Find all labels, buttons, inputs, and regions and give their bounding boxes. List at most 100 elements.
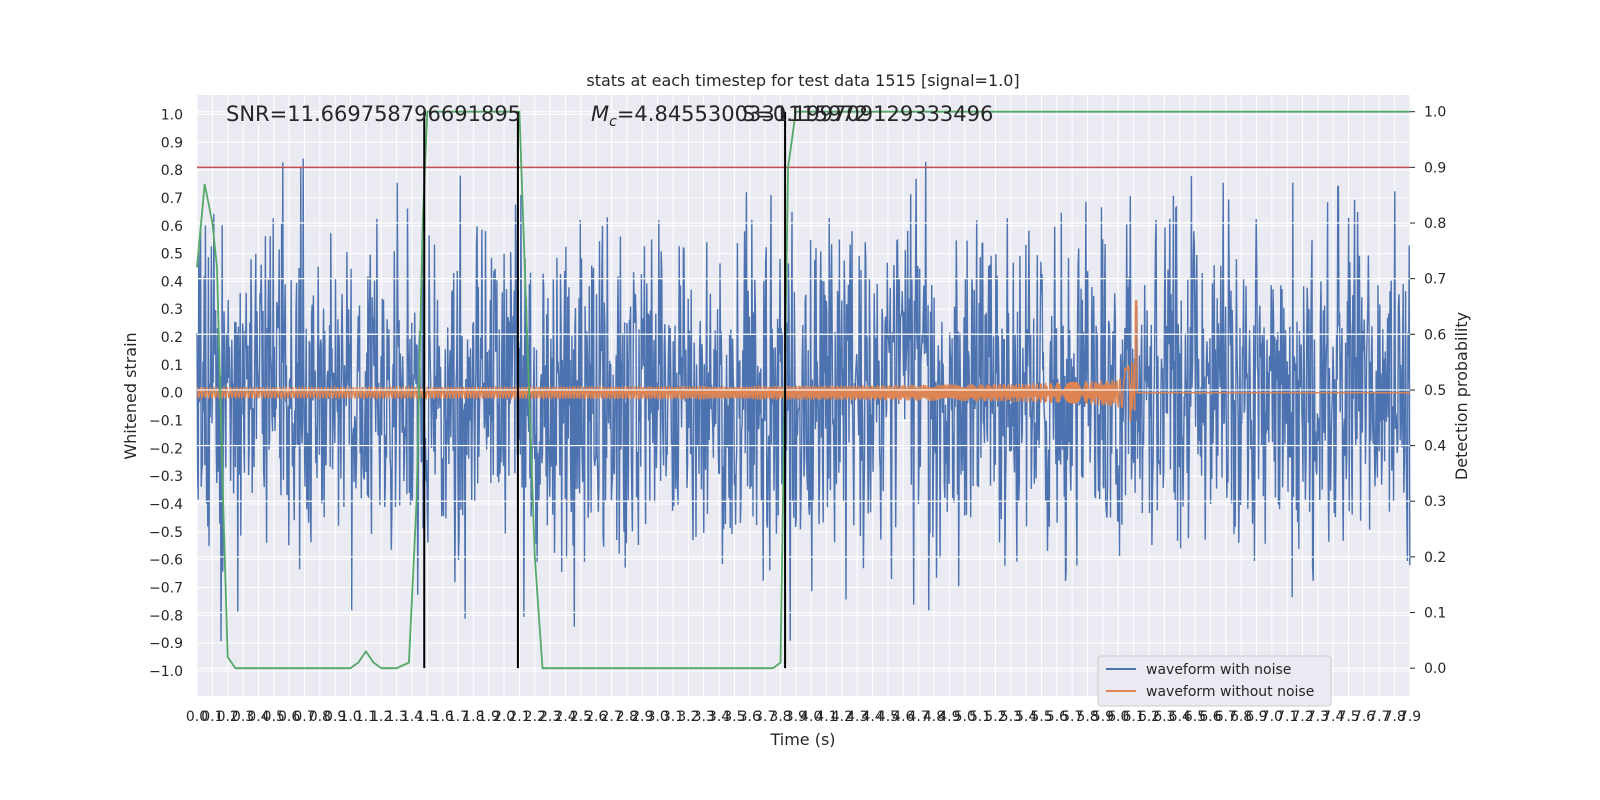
x-tick-label: 1.1 (355, 709, 377, 725)
x-tick-label: 7.7 (1368, 709, 1390, 725)
x-tick-label: 1.3 (385, 709, 407, 725)
x-tick-label: 6.8 (1230, 709, 1252, 725)
y-tick-label: −0.1 (149, 414, 183, 430)
x-tick-label: 5.3 (1000, 709, 1022, 725)
x-tick-label: 3.3 (693, 709, 715, 725)
x-tick-label: 5.2 (984, 709, 1006, 725)
x-tick-label: 4.8 (923, 709, 945, 725)
y-tick-label: 0.3 (161, 302, 183, 318)
x-tick-label: 4.5 (877, 709, 899, 725)
x-tick-label: 0.0 (186, 709, 208, 725)
y2-tick-label: 0.8 (1424, 216, 1446, 232)
x-tick-labels: 0.00.10.20.30.40.50.60.70.80.91.01.11.21… (186, 709, 1421, 725)
x-tick-label: 7.0 (1261, 709, 1283, 725)
x-tick-label: 4.1 (815, 709, 837, 725)
x-tick-label: 4.0 (800, 709, 822, 725)
y-tick-label: −0.8 (149, 608, 183, 624)
x-tick-label: 0.9 (324, 709, 346, 725)
x-tick-label: 2.2 (524, 709, 546, 725)
x-tick-label: 6.7 (1215, 709, 1237, 725)
x-tick-label: 6.9 (1245, 709, 1267, 725)
legend: waveform with noise waveform without noi… (1097, 655, 1332, 707)
x-tick-label: 0.4 (247, 709, 269, 725)
x-tick-label: 2.3 (539, 709, 561, 725)
x-tick-label: 6.2 (1138, 709, 1160, 725)
y-tick-label: −0.3 (149, 469, 183, 485)
x-tick-label: 0.1 (201, 709, 223, 725)
x-tick-label: 4.4 (861, 709, 883, 725)
x-tick-label: 5.1 (969, 709, 991, 725)
y-tick-label: 0.5 (161, 247, 183, 263)
y-tick-label: 0.8 (161, 163, 183, 179)
x-tick-label: 2.4 (554, 709, 576, 725)
x-tick-label: 4.9 (938, 709, 960, 725)
y2-tick-label: 0.7 (1424, 272, 1446, 288)
x-tick-label: 2.5 (570, 709, 592, 725)
x-tick-label: 4.6 (892, 709, 914, 725)
x-tick-label: 6.0 (1107, 709, 1129, 725)
y-tick-label: 0.6 (161, 219, 183, 235)
y2-tick-label: 0.2 (1424, 550, 1446, 566)
s-annotation: S=0.199709129333496 (742, 102, 993, 126)
x-tick-label: 3.8 (769, 709, 791, 725)
x-tick-label: 5.6 (1046, 709, 1068, 725)
x-tick-label: 2.0 (493, 709, 515, 725)
y2-tick-label: 0.0 (1424, 661, 1446, 677)
y-tick-label: 1.0 (161, 107, 183, 123)
x-tick-label: 3.7 (754, 709, 776, 725)
legend-box (1097, 655, 1332, 707)
x-tick-label: 5.5 (1030, 709, 1052, 725)
y2-tick-label: 0.5 (1424, 383, 1446, 399)
y-tick-label: −0.6 (149, 553, 183, 569)
x-tick-label: 0.8 (309, 709, 331, 725)
x-tick-label: 0.7 (293, 709, 315, 725)
x-tick-label: 6.4 (1169, 709, 1191, 725)
x-tick-label: 3.0 (647, 709, 669, 725)
clean-waveform-series (196, 300, 1410, 423)
x-tick-label: 6.6 (1199, 709, 1221, 725)
y-tick-label: 0.9 (161, 135, 183, 151)
x-tick-label: 3.9 (785, 709, 807, 725)
x-tick-label: 5.0 (954, 709, 976, 725)
y2-tick-label: 1.0 (1424, 105, 1446, 121)
x-tick-label: 3.5 (723, 709, 745, 725)
y-tick-label: −1.0 (149, 664, 183, 680)
x-tick-label: 7.8 (1384, 709, 1406, 725)
x-tick-label: 1.2 (370, 709, 392, 725)
event-markers (423, 111, 787, 669)
x-tick-label: 0.3 (232, 709, 254, 725)
y-tick-label: −0.9 (149, 636, 183, 652)
y2-tick-label: 0.9 (1424, 160, 1446, 176)
x-tick-label: 7.6 (1353, 709, 1375, 725)
y-tick-labels: −1.0 −0.9 −0.8 −0.7 −0.6 −0.5 −0.4 −0.3 −0.2 −0.1… (149, 107, 183, 679)
x-tick-label: 7.4 (1322, 709, 1344, 725)
x-tick-label: 5.8 (1076, 709, 1098, 725)
x-tick-label: 3.4 (708, 709, 730, 725)
y-tick-label: 0.4 (161, 274, 183, 290)
x-tick-label: 2.6 (585, 709, 607, 725)
x-tick-label: 7.3 (1307, 709, 1329, 725)
x-tick-label: 7.9 (1399, 709, 1421, 725)
y2-tick-labels: 0.0 0.1 0.2 0.3 0.4 0.5 0.6 0.7 0.8 0.9 1.0 (1410, 105, 1446, 677)
y-tick-label: −0.4 (149, 497, 183, 513)
x-tick-label: 0.6 (278, 709, 300, 725)
y2-axis-label: Detection probability (1452, 312, 1471, 480)
legend-label-clean: waveform without noise (1146, 684, 1314, 700)
x-tick-label: 2.8 (616, 709, 638, 725)
x-tick-label: 2.1 (508, 709, 530, 725)
x-tick-label: 7.1 (1276, 709, 1298, 725)
x-tick-label: 1.4 (401, 709, 423, 725)
x-tick-label: 7.5 (1337, 709, 1359, 725)
chirp-mass-annotation: Mc=4.8455300331115972 (591, 102, 868, 130)
x-tick-label: 6.1 (1122, 709, 1144, 725)
x-tick-label: 1.7 (447, 709, 469, 725)
y-tick-label: 0.0 (161, 386, 183, 402)
x-tick-label: 4.2 (831, 709, 853, 725)
y-tick-label: −0.7 (149, 580, 183, 596)
detection-probability-series (196, 110, 1410, 670)
x-tick-label: 1.8 (462, 709, 484, 725)
x-tick-label: 3.6 (739, 709, 761, 725)
x-tick-label: 5.9 (1092, 709, 1114, 725)
x-tick-label: 2.9 (631, 709, 653, 725)
